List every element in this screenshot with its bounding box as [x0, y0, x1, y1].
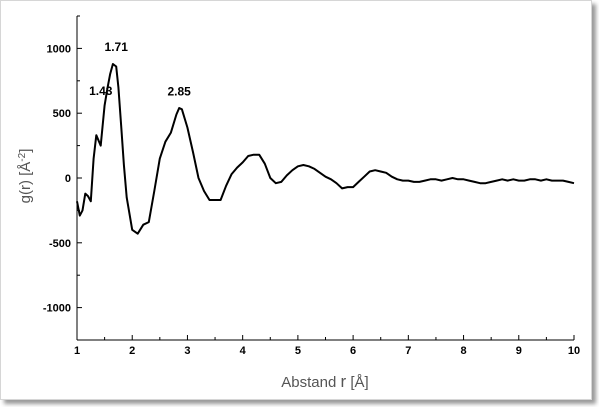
x-axis-title: Abstand r [Å]	[281, 372, 368, 391]
chart-series	[76, 63, 575, 235]
y-tick-label: 500	[53, 108, 71, 120]
y-tick-label: -500	[49, 238, 71, 250]
x-tick-label: 8	[460, 345, 466, 357]
y-tick-label: 1000	[47, 43, 71, 55]
x-tick-label: 2	[129, 345, 135, 357]
chart-annotations: 1.43 1.71 2.85	[89, 40, 191, 99]
x-tick-label: 1	[74, 345, 80, 357]
x-tick-label: 4	[240, 345, 247, 357]
peak-label: 1.71	[105, 40, 129, 54]
x-tick-label: 7	[405, 345, 411, 357]
chart-ticks: 1 2 3 4 5 6 7 8 9 10 -1000 -500 0 500 1000	[43, 15, 580, 357]
x-tick-label: 6	[350, 345, 356, 357]
chart-frame	[0, 0, 592, 400]
x-tick-label: 9	[516, 345, 522, 357]
x-tick-label: 5	[295, 345, 301, 357]
y-tick-label: -1000	[43, 303, 71, 315]
x-tick-label: 3	[184, 345, 190, 357]
peak-label: 1.43	[89, 84, 113, 98]
y-tick-label: 0	[65, 173, 71, 185]
peak-label: 2.85	[167, 85, 191, 99]
y-axis-title: g(r) [Å-2]	[17, 149, 34, 204]
chart-axes	[76, 16, 574, 341]
series-line-0	[76, 63, 575, 235]
x-tick-label: 10	[568, 345, 580, 357]
